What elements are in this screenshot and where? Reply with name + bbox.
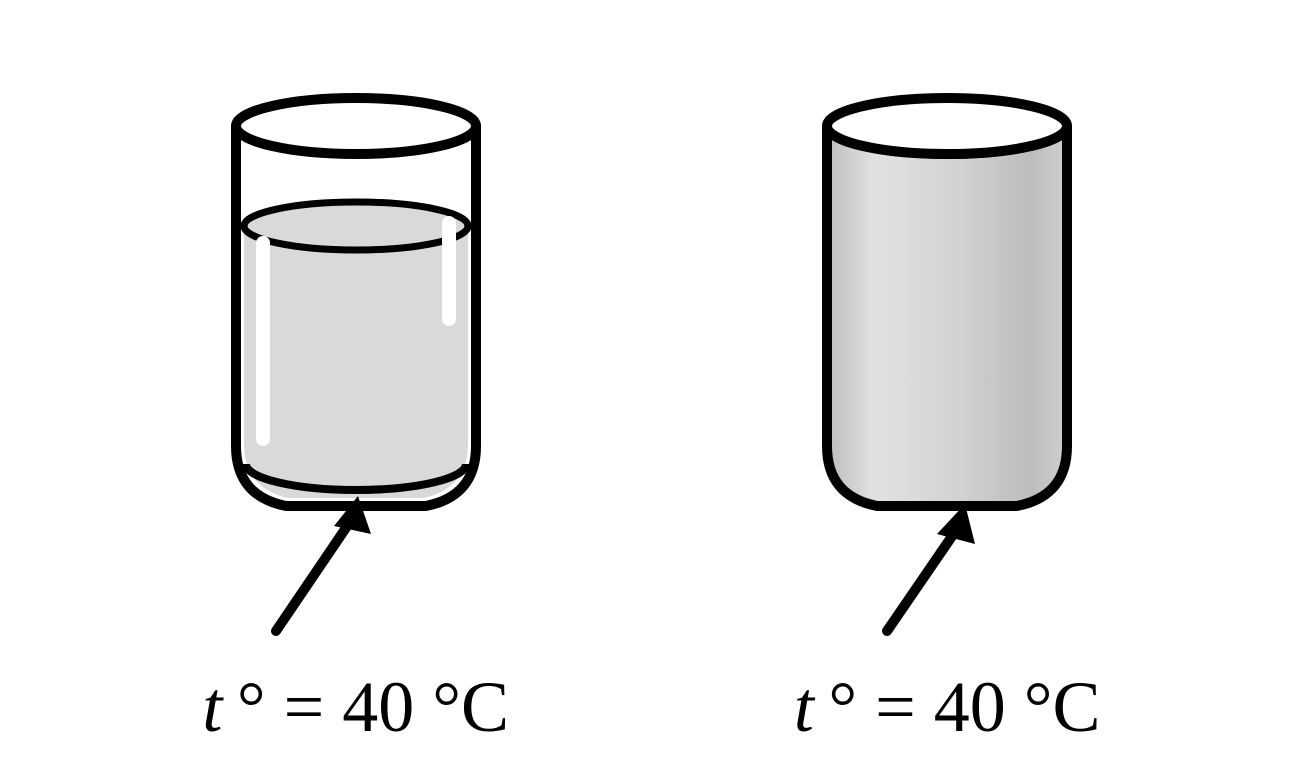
vessel-group-right: t ° = 40 °C	[737, 56, 1157, 749]
temp-label-left: t ° = 40 °C	[202, 666, 509, 749]
diagram-container: t ° = 40 °C	[0, 0, 1303, 769]
temp-label-right: t ° = 40 °C	[794, 666, 1101, 749]
vessel-group-left: t ° = 40 °C	[146, 56, 566, 749]
temp-unit-left: °C	[432, 667, 509, 747]
temp-value-left: 40	[342, 667, 414, 747]
temp-value-right: 40	[934, 667, 1006, 747]
temp-var-left: t	[202, 667, 222, 747]
temp-var-right: t	[794, 667, 814, 747]
temp-unit-right: °C	[1024, 667, 1101, 747]
glass-beaker-svg	[146, 56, 566, 656]
solid-cylinder-svg	[737, 56, 1157, 656]
